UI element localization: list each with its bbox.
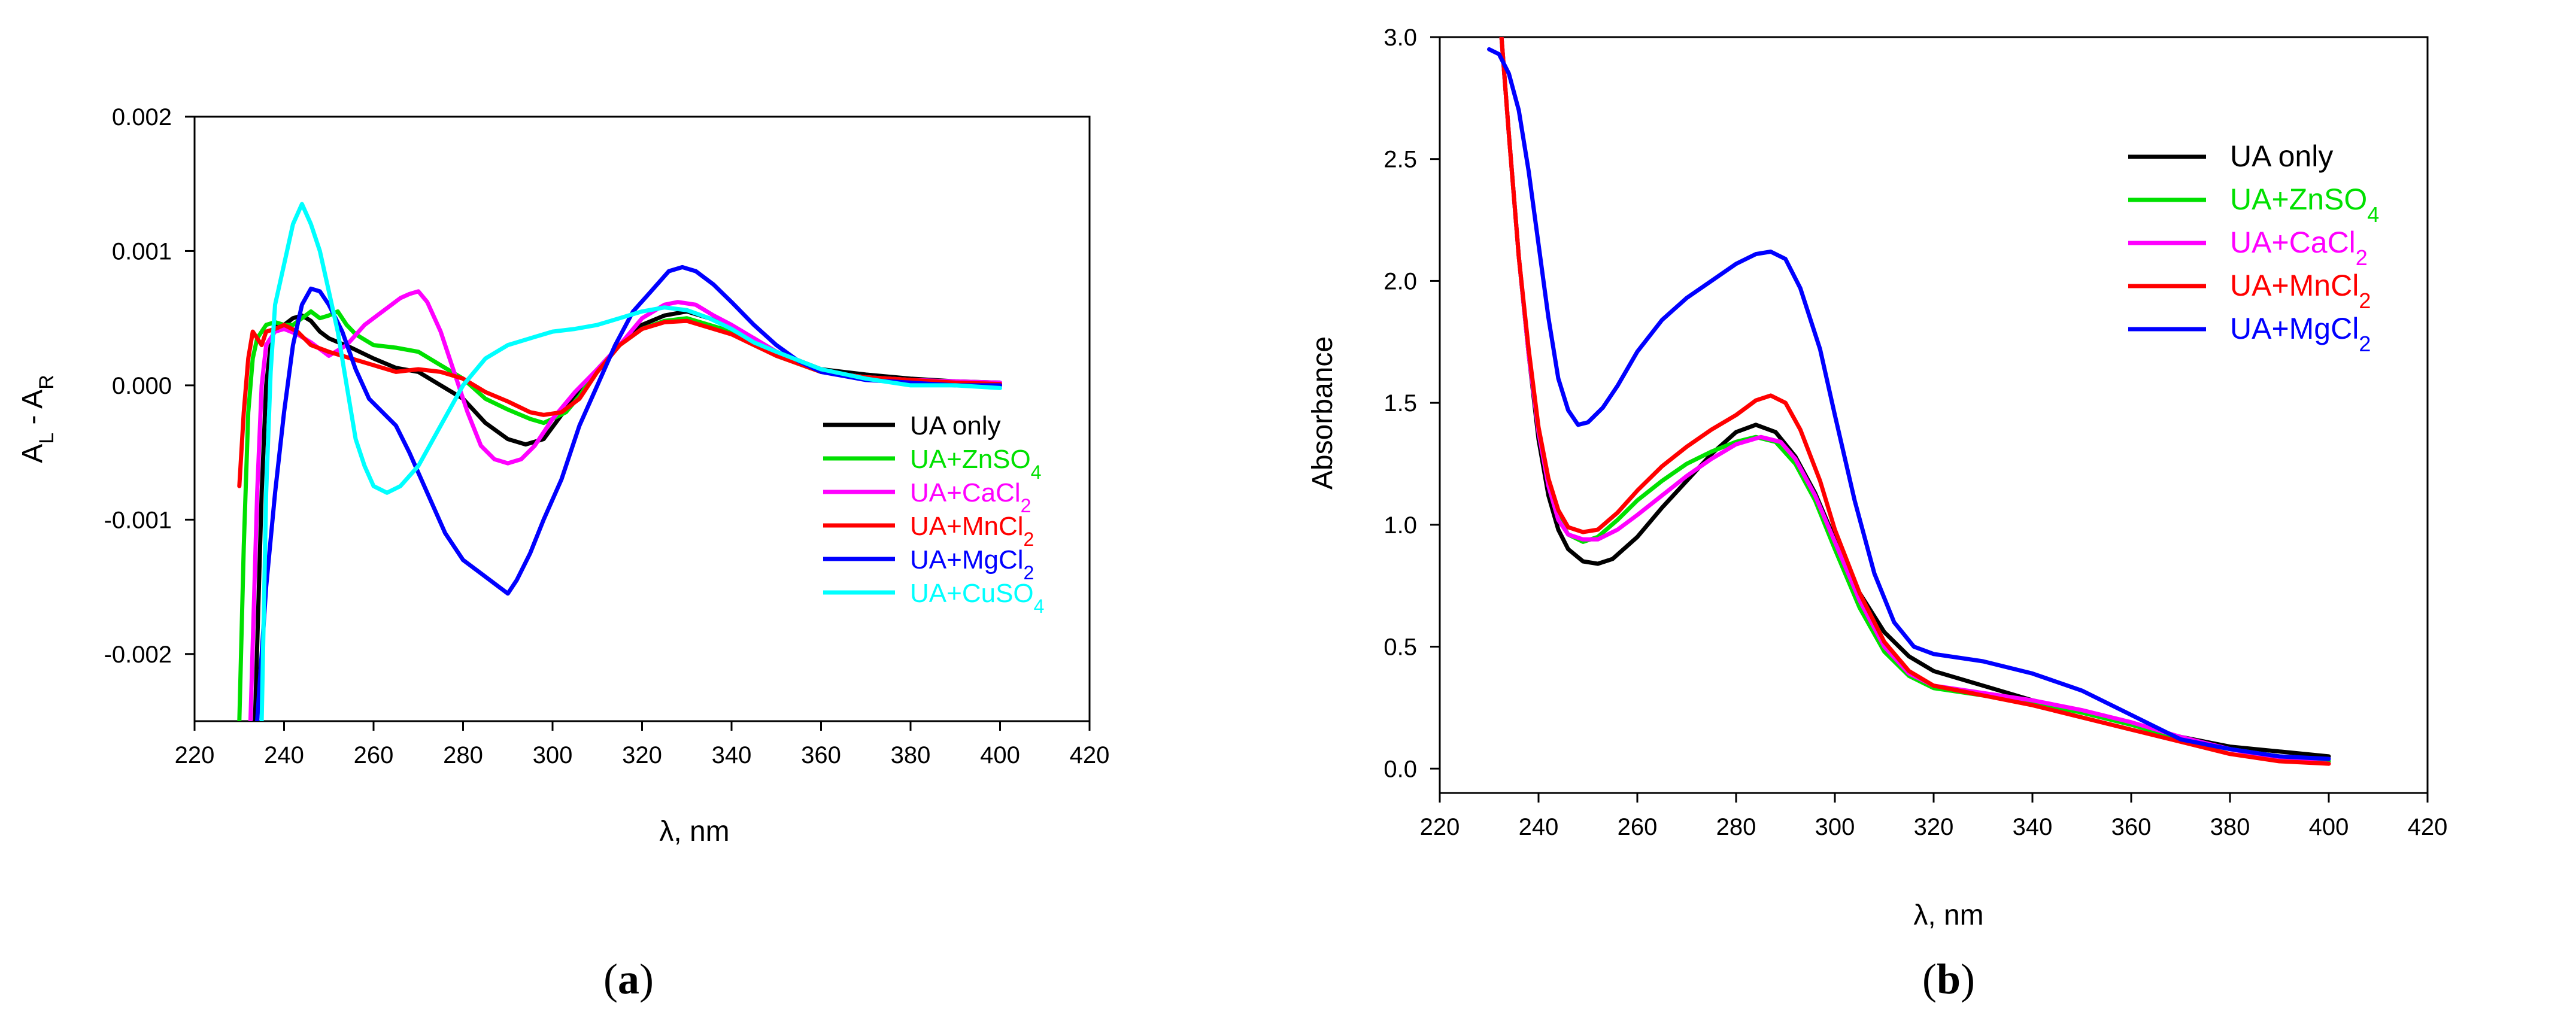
legend-label: UA+MgCl2 <box>910 545 1034 584</box>
series-line-ua-mncl2 <box>1499 37 2331 766</box>
x-tick-label: 320 <box>622 742 662 768</box>
legend-label: UA+MgCl2 <box>2230 312 2371 356</box>
legend-label: UA+CaCl2 <box>2230 226 2368 270</box>
x-tick-label: 300 <box>1815 814 1855 840</box>
series-line-ua-cacl2 <box>1499 37 2331 766</box>
x-tick-label: 300 <box>533 742 573 768</box>
x-tick-label: 360 <box>801 742 841 768</box>
x-tick-label: 380 <box>2210 814 2250 840</box>
y-tick-label: 0.001 <box>112 238 172 265</box>
y-tick-label: 0.002 <box>112 104 172 130</box>
x-tick-label: 420 <box>2408 814 2448 840</box>
y-tick-label: 0.000 <box>112 373 172 399</box>
x-tick-label: 220 <box>175 742 215 768</box>
legend-label: UA+ZnSO4 <box>910 445 1042 483</box>
panel-b-caption: (b) <box>1922 955 1975 1003</box>
panel-b-chart: 220 240 260 280 300 320 340 360 380 400 420 0.0 0.5 1… <box>1307 25 2447 931</box>
series-line-ua-mncl2 <box>237 318 1002 488</box>
x-tick-label: 220 <box>1420 814 1460 840</box>
legend-label: UA+MnCl2 <box>910 512 1034 550</box>
x-tick-label: 280 <box>1716 814 1756 840</box>
series-line-ua-mgcl2 <box>1487 47 2331 761</box>
x-tick-label: 260 <box>354 742 394 768</box>
x-tick-label: 420 <box>1070 742 1110 768</box>
x-tick-label: 340 <box>2013 814 2053 840</box>
y-axis-title: AL - AR <box>17 375 58 463</box>
x-tick-label: 260 <box>1618 814 1658 840</box>
legend-label: UA+MnCl2 <box>2230 269 2371 313</box>
panel-a-chart: 220 240 260 280 300 320 340 360 380 400 420 -0.002 -… <box>17 104 1109 847</box>
y-tick-label: -0.002 <box>104 642 172 668</box>
x-tick-label: 400 <box>980 742 1020 768</box>
x-tick-label: 240 <box>1519 814 1559 840</box>
legend-label: UA only <box>910 411 1001 440</box>
series-line-ua-mgcl2 <box>255 265 1002 721</box>
x-tick-label: 240 <box>264 742 304 768</box>
x-axis-title: λ, nm <box>659 816 729 847</box>
legend-label: UA+CuSO4 <box>910 579 1044 617</box>
legend-label: UA+CaCl2 <box>910 478 1031 516</box>
x-tick-label: 380 <box>891 742 931 768</box>
y-tick-label: 1.0 <box>1383 512 1417 539</box>
legend-label: UA+ZnSO4 <box>2230 183 2379 227</box>
x-tick-label: 360 <box>2111 814 2152 840</box>
x-axis-title: λ, nm <box>1913 899 1983 931</box>
legend-label: UA only <box>2230 139 2333 173</box>
x-tick-label: 280 <box>443 742 483 768</box>
y-tick-label: 3.0 <box>1383 25 1417 51</box>
legend: UA only UA+ZnSO4UA+CaCl2UA+MnCl2UA+MgCl2U… <box>823 411 1044 617</box>
y-tick-label: 2.5 <box>1383 147 1417 173</box>
y-tick-label: 0.5 <box>1383 634 1417 661</box>
y-tick-label: 1.5 <box>1383 390 1417 417</box>
x-tick-label: 320 <box>1914 814 1954 840</box>
y-axis-title: Absorbance <box>1307 336 1339 490</box>
x-tick-label: 340 <box>712 742 752 768</box>
y-tick-label: -0.001 <box>104 507 172 533</box>
series-line-ua-cuso4 <box>259 202 1002 721</box>
y-tick-label: 0.0 <box>1383 756 1417 782</box>
panel-a-caption: (a) <box>603 955 654 1003</box>
x-tick-label: 400 <box>2309 814 2349 840</box>
y-tick-label: 2.0 <box>1383 268 1417 294</box>
